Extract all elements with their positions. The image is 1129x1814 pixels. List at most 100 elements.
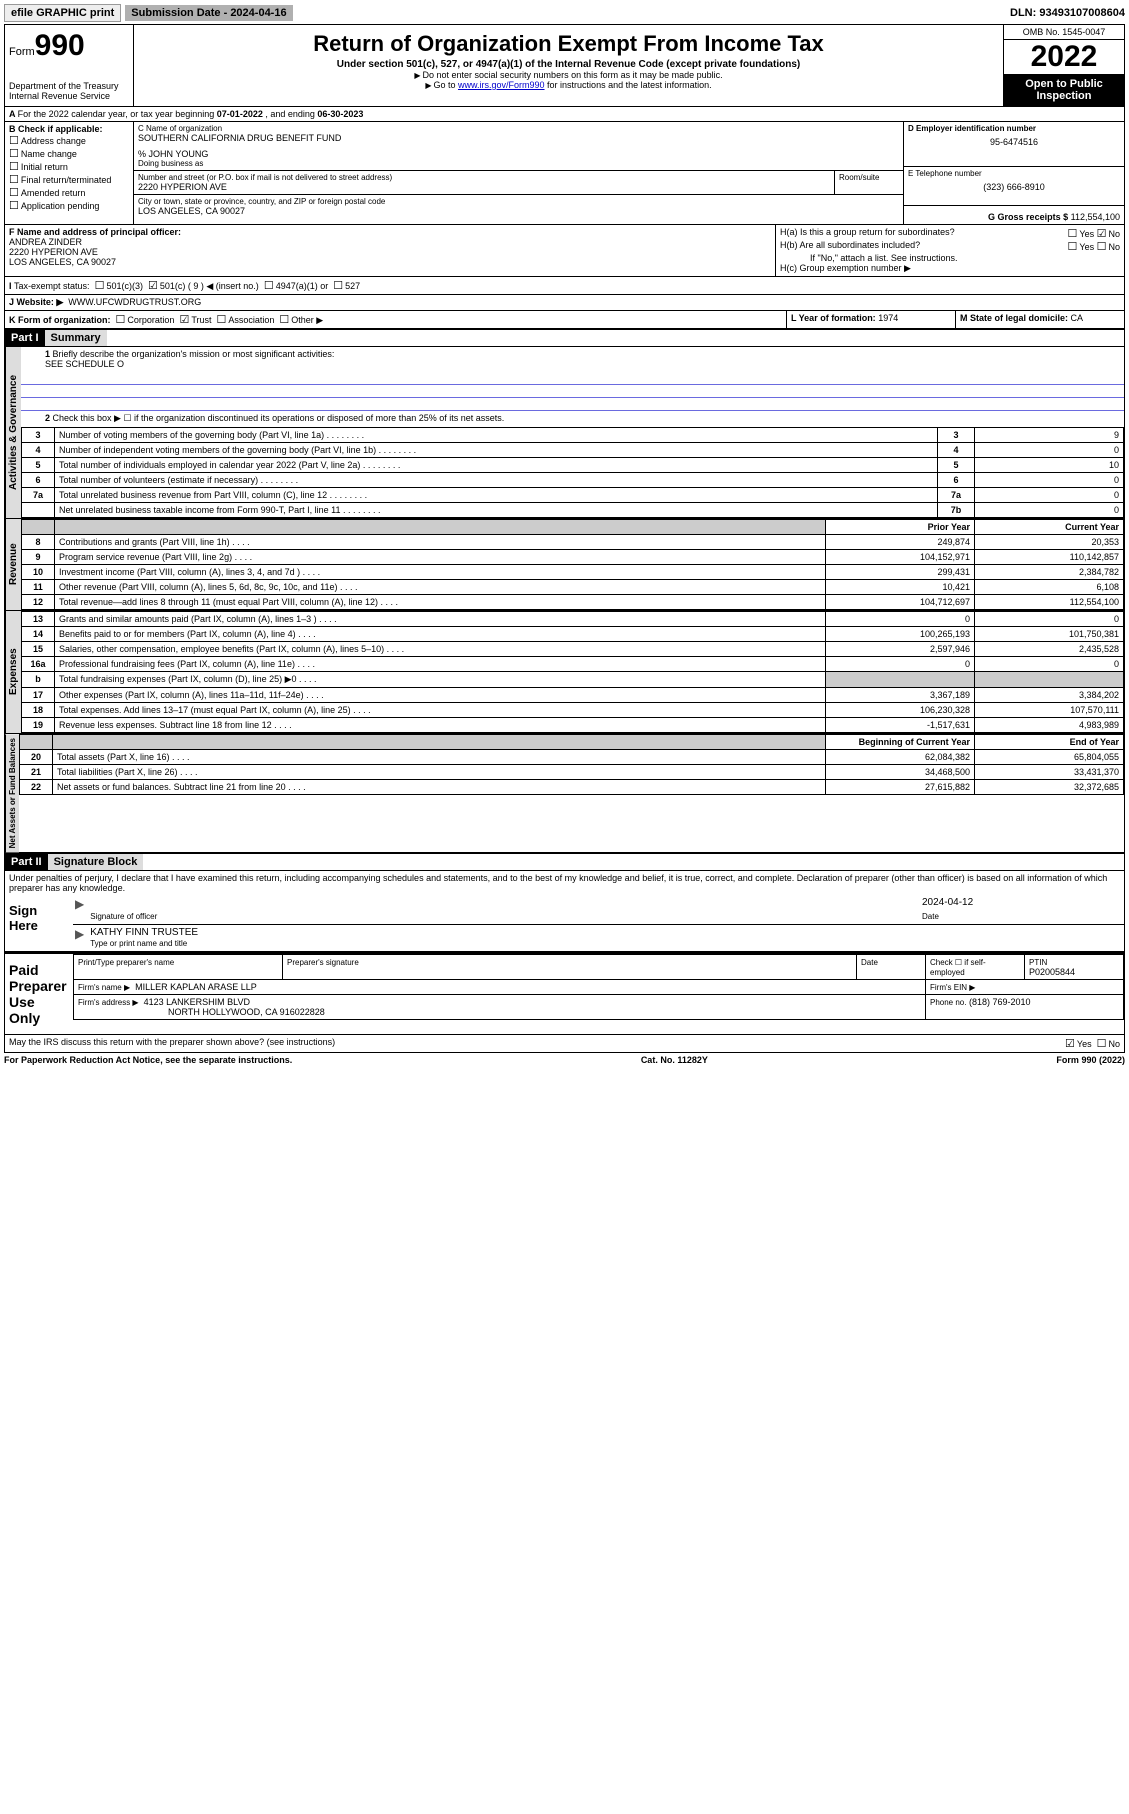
line-num: 4 [22,443,55,458]
city-label: City or town, state or province, country… [138,197,899,206]
line-value: 0 [975,473,1124,488]
line-num: 6 [22,473,55,488]
officer-addr2: LOS ANGELES, CA 90027 [9,257,771,267]
firm-name-label: Firm's name ▶ [78,983,130,992]
prior-value: -1,517,631 [826,718,975,733]
prior-value: 299,431 [826,565,975,580]
part1-tag: Part I [5,330,45,346]
discuss-row: May the IRS discuss this return with the… [5,1035,1124,1052]
prior-value: 3,367,189 [826,688,975,703]
chk-corp[interactable]: Corporation [116,315,175,325]
prior-value: 62,084,382 [826,750,975,765]
current-value: 4,983,989 [975,718,1124,733]
efile-button[interactable]: efile GRAPHIC print [4,4,121,22]
chk-application-pending[interactable]: Application pending [9,199,129,212]
prior-value: 249,874 [826,535,975,550]
ptin-label: PTIN [1029,958,1047,967]
line-desc: Net assets or fund balances. Subtract li… [53,780,826,795]
chk-527[interactable]: 527 [333,281,360,291]
line-num: 22 [20,780,53,795]
part2-tag: Part II [5,854,48,870]
pp-name-label: Print/Type preparer's name [78,958,174,967]
firm-name: MILLER KAPLAN ARASE LLP [135,982,257,992]
section-governance: Activities & Governance 1 Briefly descri… [5,347,1124,519]
chk-name-change[interactable]: Name change [9,147,129,160]
page-footer: For Paperwork Reduction Act Notice, see … [4,1053,1125,1067]
line-desc: Total number of volunteers (estimate if … [55,473,938,488]
form-number: Form990 [9,29,129,63]
line-num: 5 [22,458,55,473]
hb-yes[interactable]: Yes [1068,242,1095,252]
sig-date: 2024-04-12 [922,897,1122,911]
discuss-yes[interactable]: Yes [1065,1039,1092,1049]
state-domicile: CA [1071,313,1084,323]
irs-link[interactable]: www.irs.gov/Form990 [458,80,545,90]
chk-501c3[interactable]: 501(c)(3) [95,281,143,291]
box-f: F Name and address of principal officer:… [5,225,776,277]
part2-header: Part IISignature Block [5,853,1124,871]
line-desc: Total revenue—add lines 8 through 11 (mu… [55,595,826,610]
current-value: 107,570,111 [975,703,1124,718]
hdr-prior-year: Prior Year [826,520,975,535]
discuss-no[interactable]: No [1097,1039,1120,1049]
current-value: 0 [975,657,1124,672]
form-subtitle: Under section 501(c), 527, or 4947(a)(1)… [138,59,999,70]
officer-title-label: Type or print name and title [90,939,187,948]
prep-phone: (818) 769-2010 [969,997,1031,1007]
q1-value: SEE SCHEDULE O [45,359,124,369]
vtab-netassets: Net Assets or Fund Balances [5,734,19,852]
omb-number: OMB No. 1545-0047 [1004,25,1124,40]
line-num: 10 [22,565,55,580]
ha-yes[interactable]: Yes [1068,229,1095,239]
line-desc: Contributions and grants (Part VIII, lin… [55,535,826,550]
website-value: WWW.UFCWDRUGTRUST.ORG [68,297,201,307]
line-value: 0 [975,503,1124,518]
chk-501c[interactable]: 501(c) ( 9 ) ◀ (insert no.) [148,281,259,291]
chk-final-return[interactable]: Final return/terminated [9,173,129,186]
prior-value: 0 [826,657,975,672]
chk-trust[interactable]: Trust [179,315,211,325]
officer-name: ANDREA ZINDER [9,237,771,247]
ha-no[interactable]: No [1097,229,1120,239]
current-value: 33,431,370 [975,765,1124,780]
chk-4947[interactable]: 4947(a)(1) or [264,281,328,291]
org-name: SOUTHERN CALIFORNIA DRUG BENEFIT FUND [138,133,899,143]
pp-self-employed[interactable]: Check ☐ if self-employed [930,958,986,977]
line-desc: Professional fundraising fees (Part IX, … [55,657,826,672]
current-value: 32,372,685 [975,780,1124,795]
hb-no[interactable]: No [1097,242,1120,252]
city-state-zip: LOS ANGELES, CA 90027 [138,206,899,216]
chk-address-change[interactable]: Address change [9,134,129,147]
current-value: 65,804,055 [975,750,1124,765]
line-a: A For the 2022 calendar year, or tax yea… [5,107,1124,122]
box-b-heading: B Check if applicable: [9,124,129,134]
section-netassets: Net Assets or Fund Balances Beginning of… [5,734,1124,853]
current-value: 20,353 [975,535,1124,550]
sign-here-block: Sign Here Signature of officer 2024-04-1… [5,895,1124,952]
form-note1: Do not enter social security numbers on … [138,70,999,80]
chk-assoc[interactable]: Association [217,315,275,325]
sign-here-label: Sign Here [5,895,73,951]
current-value: 101,750,381 [975,627,1124,642]
line-num: 7a [22,488,55,503]
tax-year: 2022 [1004,40,1124,74]
officer-printed-name: KATHY FINN TRUSTEE [90,927,1122,938]
box-c: C Name of organization SOUTHERN CALIFORN… [134,122,904,225]
line-desc: Total liabilities (Part X, line 26) . . … [53,765,826,780]
phone-label: E Telephone number [908,169,1120,178]
form-prefix: Form [9,46,35,58]
prior-value: 0 [826,612,975,627]
date-label: Date [922,912,939,921]
chk-amended-return[interactable]: Amended return [9,186,129,199]
topbar: efile GRAPHIC print Submission Date - 20… [4,4,1125,22]
chk-other[interactable]: Other ▶ [279,315,323,325]
dln: DLN: 93493107008604 [1010,7,1125,19]
line-desc: Benefits paid to or for members (Part IX… [55,627,826,642]
footer-mid: Cat. No. 11282Y [641,1055,708,1065]
part1-header: Part ISummary [5,329,1124,347]
ty-begin: 07-01-2022 [217,109,263,119]
hdr-end-year: End of Year [975,735,1124,750]
chk-initial-return[interactable]: Initial return [9,160,129,173]
line-desc: Total fundraising expenses (Part IX, col… [55,672,826,688]
gross-receipts-value: 112,554,100 [1071,212,1120,222]
